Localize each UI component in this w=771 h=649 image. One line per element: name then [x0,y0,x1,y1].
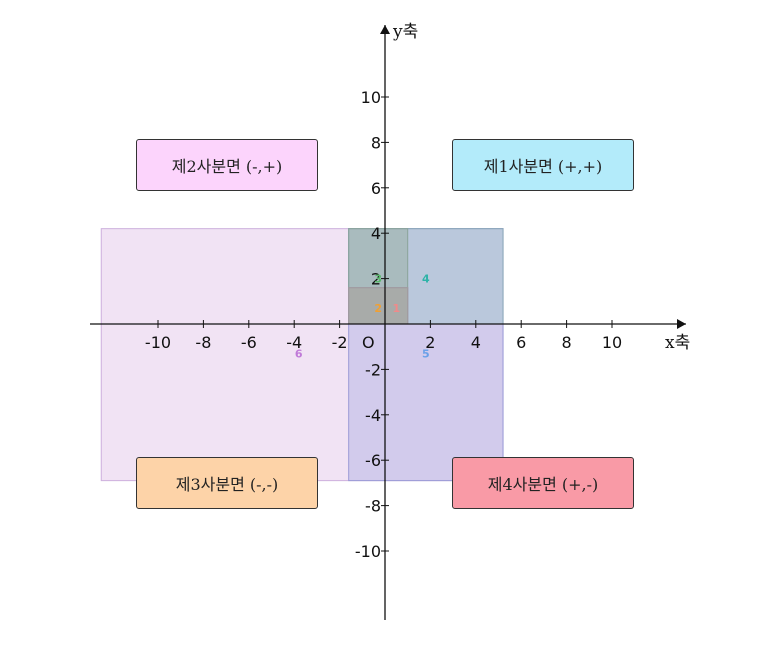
axes-layer [90,25,686,620]
rectangle-label-2: 2 [374,302,382,315]
x-tick-label: 10 [602,333,622,352]
rectangle-label-1: 1 [393,302,401,315]
x-tick-label: 4 [471,333,481,352]
quadrant-2-box: 제2사분면 (-,+) [136,139,318,191]
x-tick-label: -10 [145,333,171,352]
x-tick-label: 8 [562,333,572,352]
y-tick-label: 2 [371,270,381,289]
y-tick-label: 4 [371,224,381,243]
rectangle-1 [348,287,409,325]
quadrant-4-label: 제4사분면 (+,-) [487,475,599,494]
y-tick-label: -8 [365,497,381,516]
quadrant-3-box: 제3사분면 (-,-) [136,457,318,509]
origin-label: O [362,333,375,352]
quadrant-1-box: 제1사분면 (+,+) [452,139,634,191]
x-tick-label: -2 [332,333,348,352]
y-tick-label: 10 [361,88,381,107]
x-tick-label: -4 [286,333,302,352]
rectangle-label-4: 4 [422,273,430,286]
quadrant-1-label: 제1사분면 (+,+) [483,157,603,176]
rectangles-layer [100,228,504,482]
y-tick-label: -2 [365,360,381,379]
x-tick-label: 6 [516,333,526,352]
x-axis-label: x축 [665,333,690,353]
x-axis-arrow [677,319,686,329]
y-tick-label: -4 [365,406,381,425]
y-tick-label: 6 [371,179,381,198]
ticks-layer: -10 -8 -6 -4 -2 2 4 6 8 10 10 8 6 4 2 -2 -4 -6 -8 -10 [145,88,622,561]
y-axis-arrow [380,25,390,34]
rectangle-label-3: 3 [374,273,382,286]
x-tick-label: -8 [195,333,211,352]
y-tick-label: -6 [365,451,381,470]
quadrant-2-label: 제2사분면 (-,+) [171,157,283,176]
rectangle-label-5: 5 [422,348,430,361]
y-tick-label: -10 [355,542,381,561]
quadrant-3-label: 제3사분면 (-,-) [175,475,279,494]
y-tick-label: 8 [371,133,381,152]
x-tick-label: 2 [425,333,435,352]
rectangle-label-6: 6 [295,348,303,361]
y-axis-label: y축 [392,22,418,42]
quadrant-4-box: 제4사분면 (+,-) [452,457,634,509]
x-tick-label: -6 [241,333,257,352]
